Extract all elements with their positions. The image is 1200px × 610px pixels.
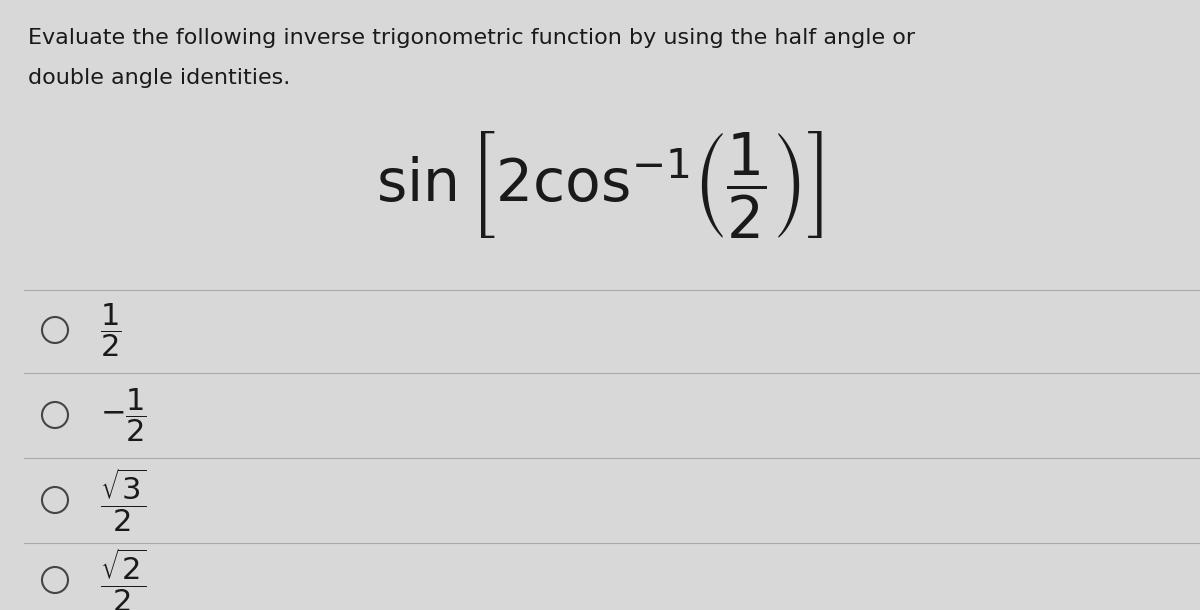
Text: $-\dfrac{1}{2}$: $-\dfrac{1}{2}$ (100, 386, 146, 443)
Text: $\dfrac{\sqrt{3}}{2}$: $\dfrac{\sqrt{3}}{2}$ (100, 466, 146, 534)
Text: $\dfrac{\sqrt{2}}{2}$: $\dfrac{\sqrt{2}}{2}$ (100, 547, 146, 610)
Text: $\dfrac{1}{2}$: $\dfrac{1}{2}$ (100, 301, 121, 359)
Text: Evaluate the following inverse trigonometric function by using the half angle or: Evaluate the following inverse trigonome… (28, 28, 916, 48)
Text: double angle identities.: double angle identities. (28, 68, 290, 88)
Text: $\sin\left[2\cos^{-1}\!\left(\dfrac{1}{2}\right)\right]$: $\sin\left[2\cos^{-1}\!\left(\dfrac{1}{2… (377, 130, 823, 241)
